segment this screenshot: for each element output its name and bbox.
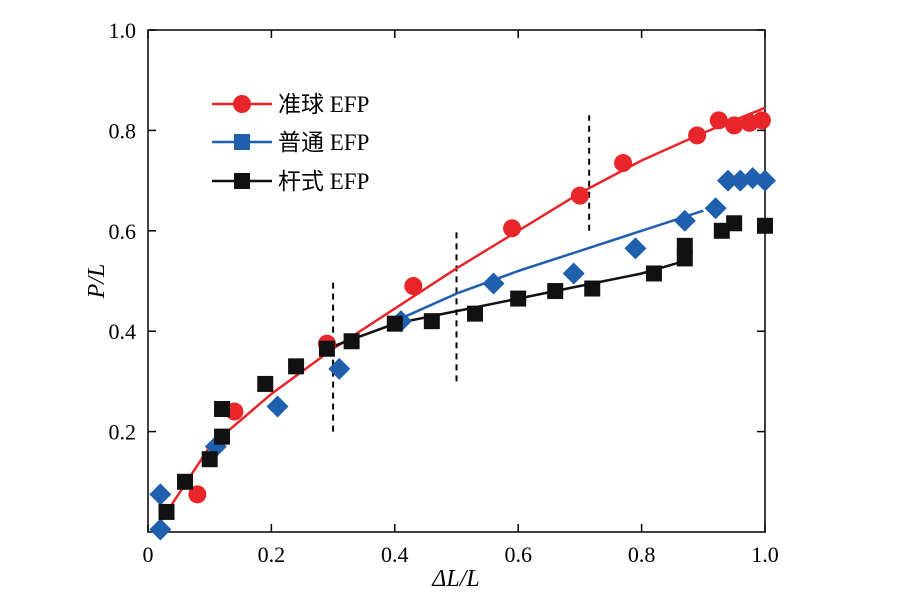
fit-curves [159, 106, 766, 523]
point-series-3-2 [201, 451, 218, 468]
point-series-3-8 [343, 333, 360, 350]
point-series-2-4 [328, 357, 351, 380]
point-series-3-14 [584, 280, 601, 297]
point-series-2-14 [754, 169, 776, 192]
y-tick-label-2: 0.6 [109, 219, 137, 244]
legend-label-series-2: 普通 EFP [278, 130, 369, 155]
point-series-3-12 [510, 290, 527, 307]
point-series-2-0 [149, 518, 172, 541]
point-series-3-1 [177, 473, 194, 490]
point-series-1-9 [725, 116, 744, 135]
point-series-2-3 [266, 395, 289, 418]
y-tick-label-4: 1.0 [109, 18, 137, 43]
legend-item-series-3: 杆式 EFP [212, 169, 369, 194]
legend-item-series-2: 普通 EFP [212, 130, 369, 155]
point-series-2-10 [704, 197, 727, 220]
point-series-2-6 [482, 272, 505, 295]
point-series-2-8 [624, 237, 647, 260]
x-axis-title: ΔL/L [431, 566, 479, 592]
point-series-3-9 [386, 315, 403, 332]
x-tick-label-5: 1.0 [751, 542, 779, 567]
point-series-1-4 [503, 219, 522, 238]
point-series-3-13 [547, 283, 564, 300]
legend: 准球 EFP 普通 EFP 杆式 EFP [212, 92, 369, 194]
fit-curve-series-2 [394, 209, 704, 323]
legend-label-series-1: 准球 EFP [278, 92, 369, 117]
point-series-1-5 [570, 186, 589, 205]
point-series-2-11 [716, 169, 739, 192]
y-tick-label-3: 0.8 [109, 118, 137, 143]
y-axis-title: P/L [84, 264, 110, 300]
point-series-3-16 [676, 250, 693, 267]
divider-lines [332, 115, 591, 432]
legend-item-series-1: 准球 EFP [212, 92, 369, 117]
point-series-3-10 [423, 313, 440, 330]
point-series-3-0 [158, 503, 175, 520]
point-series-3-3 [214, 428, 231, 445]
point-series-1-7 [688, 126, 707, 145]
legend-label-series-3: 杆式 EFP [278, 169, 369, 194]
y-tick-label-0: 0.2 [109, 420, 137, 445]
point-series-2-9 [673, 209, 696, 232]
point-series-3-4 [214, 401, 231, 418]
point-series-1-3 [404, 277, 423, 296]
point-series-3-7 [318, 340, 335, 357]
point-series-3-5 [257, 375, 274, 392]
data-points [149, 111, 776, 541]
x-tick-label-0: 0 [143, 542, 154, 567]
point-series-3-6 [288, 358, 305, 375]
point-series-3-19 [726, 215, 743, 232]
x-tick-label-4: 0.8 [628, 542, 656, 567]
point-series-2-7 [562, 262, 585, 285]
plot-frame [147, 29, 766, 533]
point-series-3-18 [713, 222, 730, 239]
point-series-1-0 [188, 485, 207, 504]
x-tick-label-2: 0.4 [381, 542, 409, 567]
fit-curve-series-1 [159, 106, 766, 523]
point-series-1-11 [752, 111, 771, 130]
x-tick-label-1: 0.2 [258, 542, 286, 567]
point-series-3-20 [757, 217, 773, 234]
point-series-3-15 [645, 265, 662, 282]
point-series-2-1 [149, 483, 172, 506]
point-series-1-6 [614, 154, 633, 173]
point-series-3-11 [467, 305, 484, 322]
axis-ticks: 0 0.2 0.4 0.6 0.8 1.0 0.2 0.4 0.6 0.8 1.0 [109, 18, 779, 567]
point-series-1-8 [709, 111, 728, 130]
point-series-3-17 [676, 237, 693, 254]
x-tick-label-3: 0.6 [504, 542, 532, 567]
y-tick-label-1: 0.4 [109, 319, 137, 344]
